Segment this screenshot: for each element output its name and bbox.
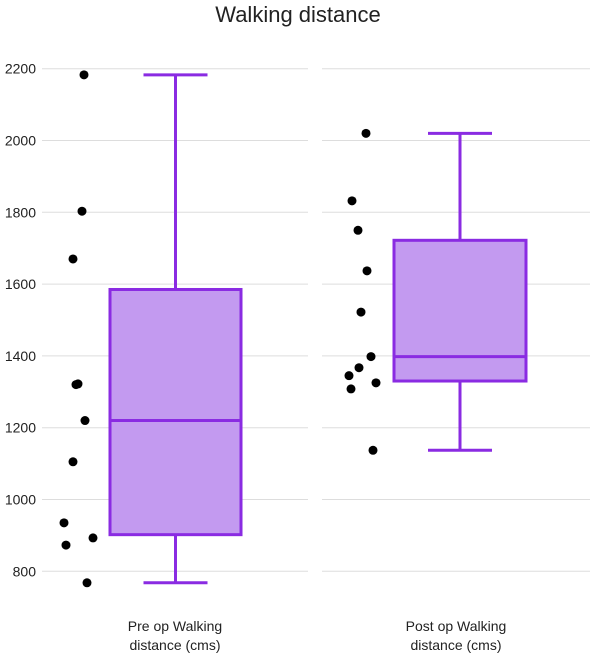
data-point-1-8: [59, 518, 69, 528]
data-point-1-3: [68, 254, 78, 264]
data-point-2-7: [354, 363, 364, 373]
data-point-2-9: [371, 378, 381, 388]
data-point-1-10: [61, 540, 71, 550]
y-tick-label-1400: 1400: [5, 348, 36, 364]
data-point-2-8: [344, 371, 354, 381]
y-tick-label-1600: 1600: [5, 276, 36, 292]
data-point-1-11: [82, 578, 92, 588]
y-tick-label-1800: 1800: [5, 204, 36, 220]
data-point-2-4: [362, 266, 372, 276]
data-point-1-6: [80, 416, 90, 426]
box-1: [108, 287, 243, 537]
data-point-2-1: [361, 128, 371, 138]
y-tick-label-2200: 2200: [5, 61, 36, 77]
data-point-2-3: [353, 225, 363, 235]
data-point-2-6: [366, 352, 376, 362]
data-point-1-2: [77, 206, 87, 216]
data-point-2-5: [356, 307, 366, 317]
data-point-1-5: [71, 380, 81, 390]
category-label-1-line2: distance (cms): [129, 637, 220, 653]
category-label-2-line1: Post op Walking: [406, 618, 507, 634]
data-point-1-1: [79, 70, 89, 80]
category-label-2-line2: distance (cms): [410, 637, 501, 653]
data-point-1-9: [88, 533, 98, 543]
data-point-2-10: [346, 384, 356, 394]
y-tick-label-800: 800: [13, 563, 37, 579]
data-point-2-2: [347, 196, 357, 206]
box-2: [392, 238, 528, 383]
data-point-1-7: [68, 457, 78, 467]
data-point-2-11: [368, 445, 378, 455]
category-label-1-line1: Pre op Walking: [128, 618, 222, 634]
y-tick-label-2000: 2000: [5, 133, 36, 149]
chart-title: Walking distance: [215, 2, 381, 27]
y-tick-label-1200: 1200: [5, 420, 36, 436]
y-tick-label-1000: 1000: [5, 491, 36, 507]
